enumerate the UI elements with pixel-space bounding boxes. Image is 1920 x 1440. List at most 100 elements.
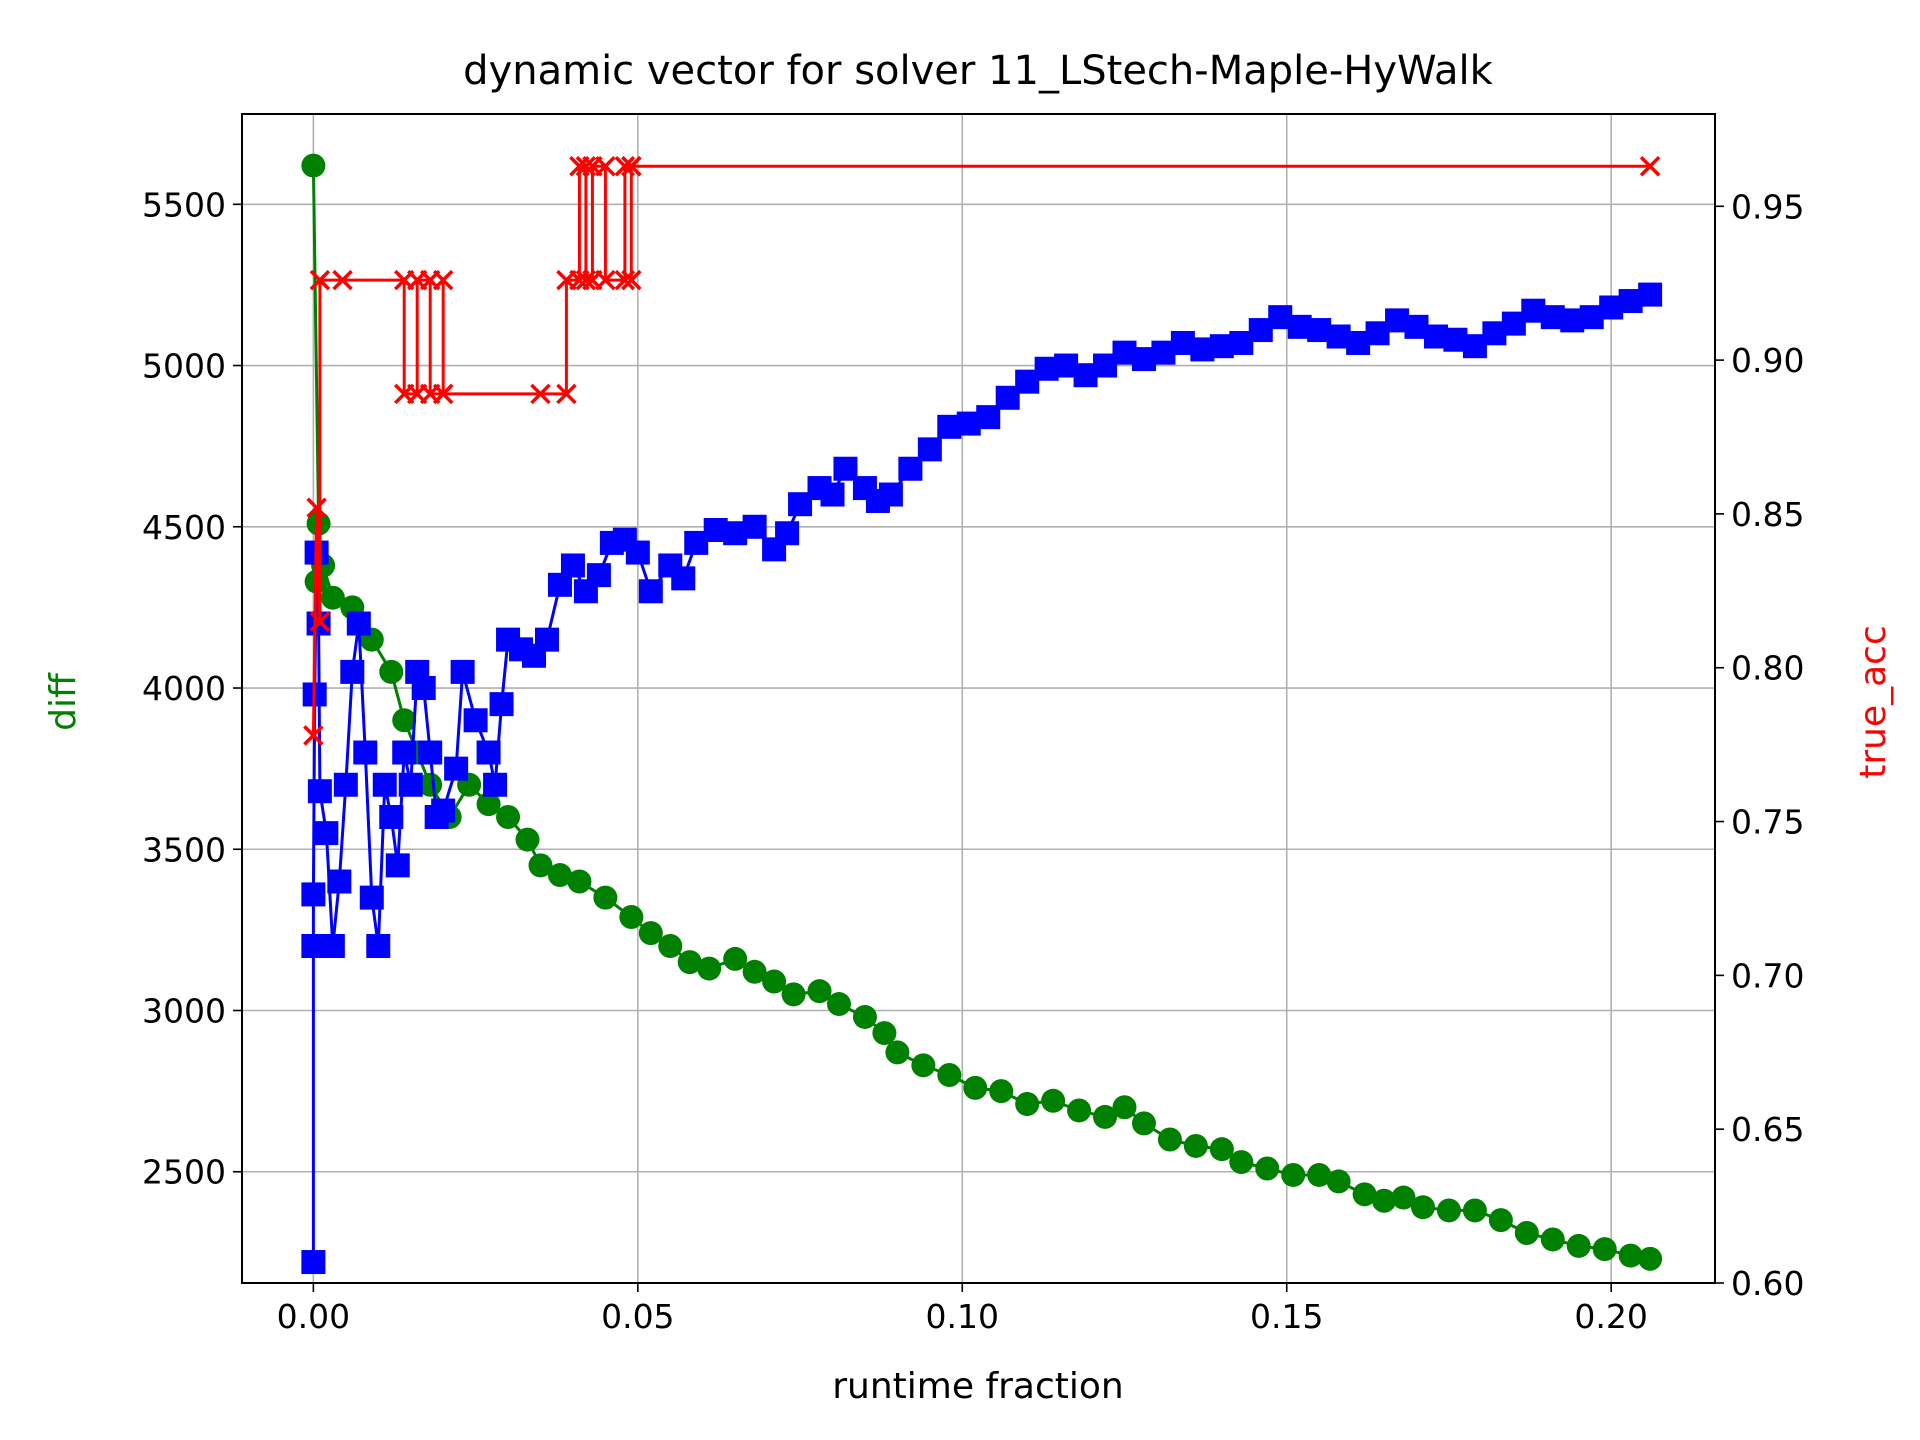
data-point bbox=[1618, 1243, 1643, 1268]
data-point bbox=[625, 540, 650, 565]
data-point bbox=[320, 934, 345, 959]
data-point bbox=[1514, 1221, 1539, 1246]
data-point bbox=[301, 1250, 326, 1275]
data-point bbox=[1326, 1169, 1351, 1194]
x-tick-label: 0.10 bbox=[926, 1297, 999, 1336]
data-point bbox=[1307, 1162, 1332, 1187]
data-point bbox=[392, 740, 417, 765]
y-left-tick-label: 5000 bbox=[142, 347, 226, 386]
data-point bbox=[476, 740, 501, 765]
y-right-tick-label: 0.65 bbox=[1731, 1110, 1804, 1149]
data-point bbox=[1281, 1162, 1306, 1187]
data-point bbox=[444, 756, 469, 781]
data-point bbox=[1157, 1127, 1182, 1152]
y-right-tick-label: 0.60 bbox=[1731, 1264, 1804, 1303]
data-point bbox=[333, 772, 358, 797]
x-tick-label: 0.15 bbox=[1250, 1297, 1323, 1336]
y-left-tick-label: 3000 bbox=[142, 992, 226, 1031]
data-point bbox=[852, 1004, 877, 1029]
data-point bbox=[309, 611, 331, 632]
data-point bbox=[621, 156, 642, 177]
data-point bbox=[1410, 1195, 1435, 1220]
data-point bbox=[567, 869, 592, 894]
y-axis-right-label: true_acc bbox=[1853, 625, 1894, 779]
data-point bbox=[372, 772, 397, 797]
data-point bbox=[1462, 1198, 1487, 1223]
data-point bbox=[534, 627, 559, 652]
data-point bbox=[320, 585, 345, 610]
data-point bbox=[1639, 156, 1661, 177]
data-point bbox=[1352, 1182, 1377, 1207]
data-point bbox=[762, 969, 787, 994]
data-point bbox=[911, 1053, 936, 1078]
data-point bbox=[431, 798, 456, 823]
data-point bbox=[309, 269, 331, 291]
plot-frame bbox=[241, 113, 1716, 1284]
data-point bbox=[1638, 282, 1663, 307]
data-point bbox=[878, 482, 903, 507]
y-right-tick-label: 0.75 bbox=[1731, 803, 1804, 842]
y-left-tick-label: 4500 bbox=[142, 508, 226, 547]
data-point bbox=[303, 725, 324, 746]
data-point bbox=[807, 979, 832, 1004]
data-point bbox=[1372, 1188, 1397, 1213]
data-point bbox=[820, 482, 845, 507]
y-left-tick-label: 3500 bbox=[142, 830, 226, 869]
data-point bbox=[671, 566, 696, 591]
data-point bbox=[1638, 1246, 1663, 1271]
data-point bbox=[418, 772, 443, 797]
data-point bbox=[638, 579, 663, 604]
data-point bbox=[560, 553, 585, 578]
data-point bbox=[697, 956, 722, 981]
data-point bbox=[528, 853, 553, 878]
data-point bbox=[432, 383, 454, 405]
data-point bbox=[432, 269, 454, 291]
data-point bbox=[327, 869, 352, 894]
data-point bbox=[489, 692, 514, 717]
data-point bbox=[307, 779, 332, 804]
data-point bbox=[463, 708, 488, 733]
data-point bbox=[742, 514, 767, 539]
data-point bbox=[392, 708, 417, 733]
data-point bbox=[1488, 1208, 1513, 1233]
data-point bbox=[723, 946, 748, 971]
y-right-tick-label: 0.70 bbox=[1731, 956, 1804, 995]
data-point bbox=[677, 950, 702, 975]
data-point bbox=[1436, 1198, 1461, 1223]
y-right-tick-label: 0.95 bbox=[1731, 187, 1804, 226]
data-point bbox=[385, 853, 410, 878]
data-point bbox=[788, 492, 813, 517]
data-point bbox=[658, 934, 683, 959]
data-point bbox=[1067, 1098, 1092, 1123]
data-point bbox=[301, 153, 326, 178]
data-point bbox=[411, 676, 436, 701]
y-axis-left-label: diff bbox=[43, 672, 84, 731]
data-point bbox=[366, 934, 391, 959]
data-point bbox=[476, 792, 501, 817]
grid bbox=[242, 114, 1715, 1283]
data-point bbox=[621, 269, 642, 291]
data-point bbox=[614, 269, 636, 291]
data-point bbox=[379, 659, 404, 684]
data-point bbox=[314, 821, 339, 846]
data-point bbox=[346, 611, 371, 636]
data-point bbox=[1540, 1227, 1565, 1252]
data-point bbox=[556, 383, 577, 405]
x-tick-label: 0.20 bbox=[1574, 1297, 1647, 1336]
data-point bbox=[1566, 1233, 1591, 1258]
series-layer bbox=[301, 153, 1663, 1275]
x-axis-label: runtime fraction bbox=[832, 1366, 1124, 1407]
data-point bbox=[575, 156, 597, 177]
data-point bbox=[515, 827, 540, 852]
data-point bbox=[418, 740, 443, 765]
data-point bbox=[1183, 1133, 1208, 1158]
data-point bbox=[963, 1075, 988, 1100]
data-point bbox=[595, 156, 616, 177]
data-point bbox=[1255, 1156, 1280, 1181]
data-point bbox=[547, 863, 572, 888]
data-point bbox=[496, 805, 521, 830]
data-point bbox=[530, 383, 551, 405]
data-point bbox=[1209, 1137, 1234, 1162]
data-point bbox=[483, 772, 508, 797]
